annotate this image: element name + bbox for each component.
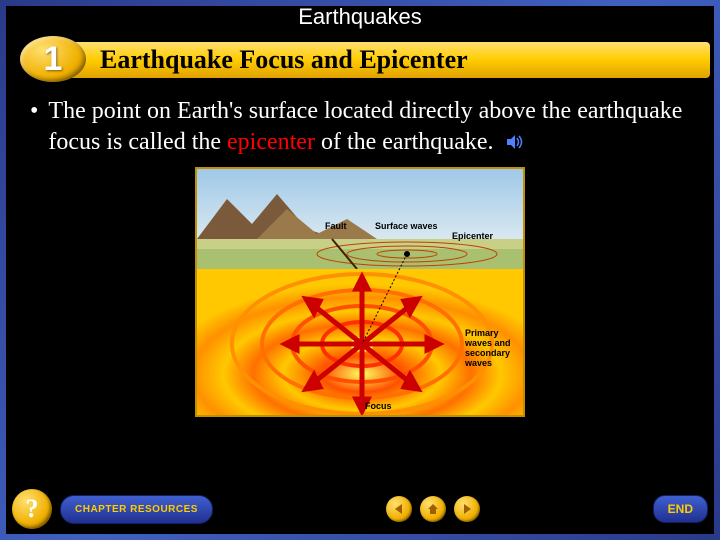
label-fault: Fault <box>325 221 347 231</box>
content-area: • The point on Earth's surface located d… <box>0 84 720 417</box>
section-number: 1 <box>44 40 63 79</box>
help-button[interactable]: ? <box>12 489 52 529</box>
bullet-item: • The point on Earth's surface located d… <box>30 96 690 159</box>
section-badge: 1 <box>20 36 86 82</box>
bullet-highlight: epicenter <box>227 129 315 155</box>
section-title-bar: Earthquake Focus and Epicenter <box>44 42 710 78</box>
next-button[interactable] <box>454 496 480 522</box>
label-epicenter: Epicenter <box>452 231 493 241</box>
chapter-resources-button[interactable]: CHAPTER RESOURCES <box>60 495 213 524</box>
prev-button[interactable] <box>386 496 412 522</box>
label-focus: Focus <box>365 401 392 411</box>
topic-title: Earthquakes <box>0 0 720 32</box>
end-button[interactable]: END <box>653 495 708 523</box>
home-button[interactable] <box>420 496 446 522</box>
label-waves: Primary waves and secondary waves <box>465 329 520 369</box>
label-surface-waves: Surface waves <box>375 221 438 231</box>
section-header: Earthquake Focus and Epicenter 1 <box>0 34 720 84</box>
audio-icon[interactable] <box>506 128 524 159</box>
footer: ? CHAPTER RESOURCES END <box>12 488 708 530</box>
bullet-post: of the earthquake. <box>315 129 494 155</box>
bullet-text: The point on Earth's surface located dir… <box>48 96 690 159</box>
section-title: Earthquake Focus and Epicenter <box>100 45 468 75</box>
bullet-dot: • <box>30 96 38 159</box>
earthquake-diagram: Fault Surface waves Epicenter Focus Prim… <box>195 167 525 417</box>
